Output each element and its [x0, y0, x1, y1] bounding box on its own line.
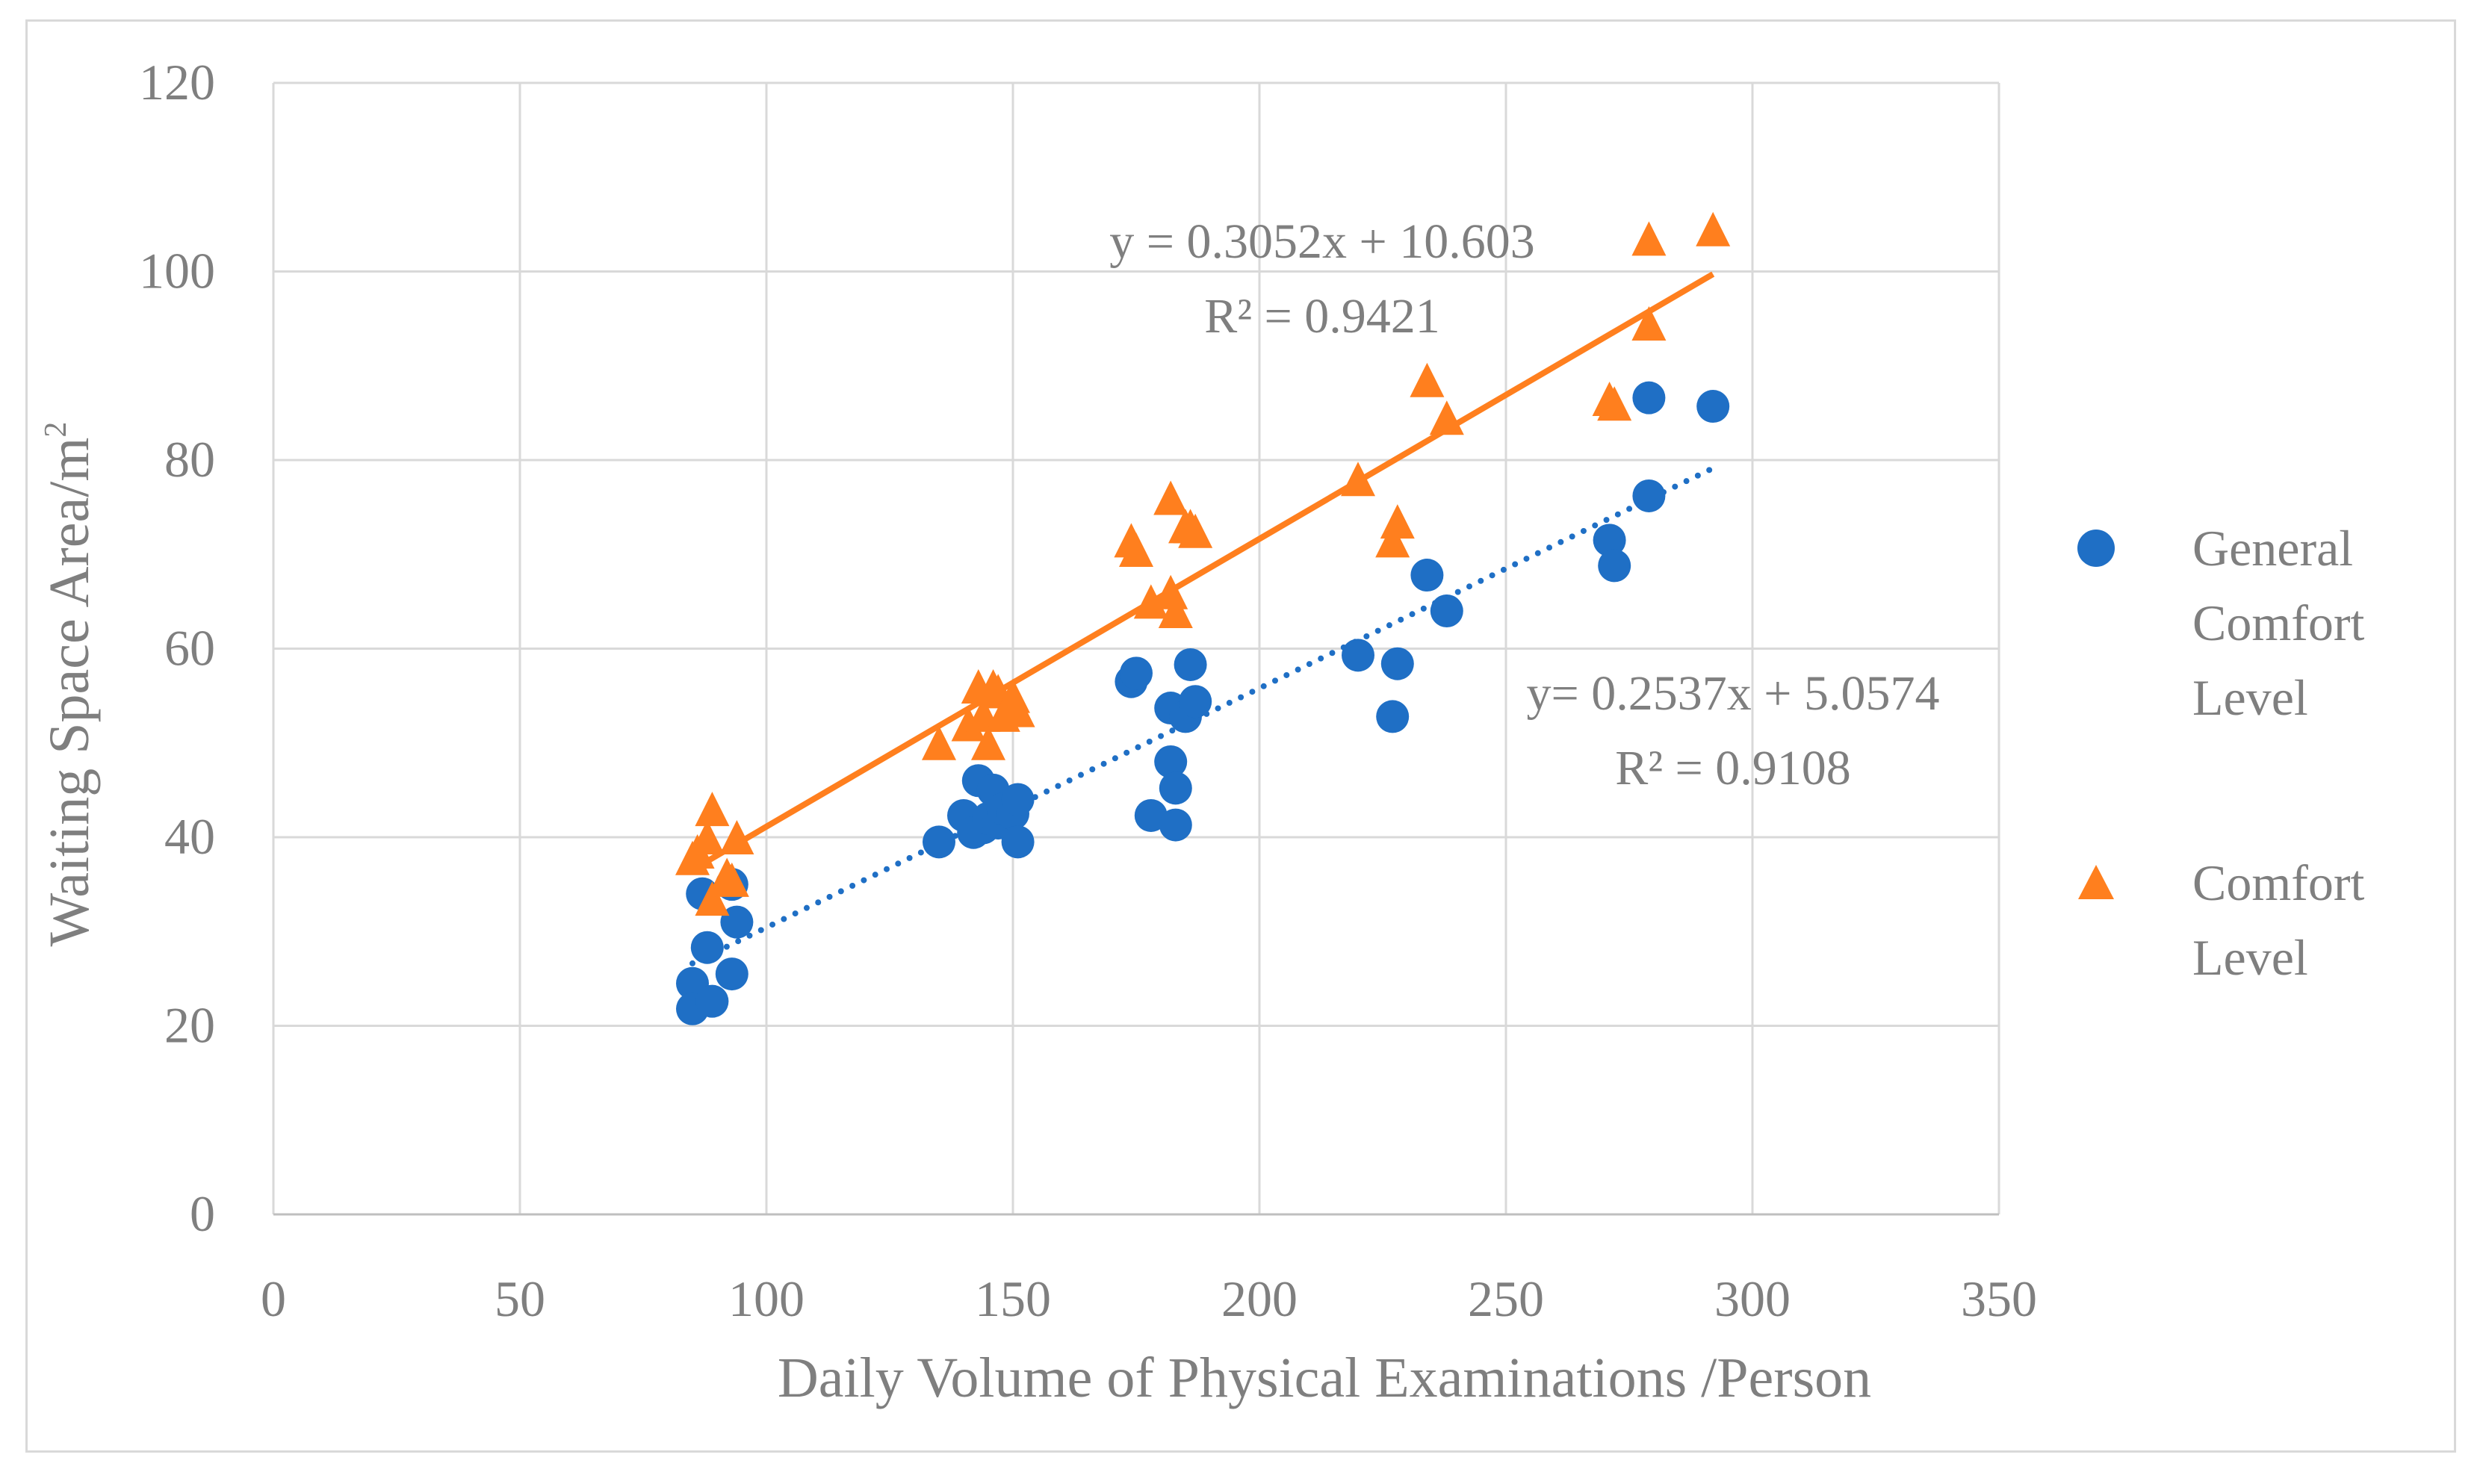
comfort-point [1341, 462, 1375, 497]
comfort-point [719, 820, 754, 854]
x-tick-label: 150 [975, 1270, 1051, 1327]
y-tick-label: 80 [164, 431, 215, 488]
general-comfort-point [1410, 559, 1444, 592]
comfort-point [971, 725, 1005, 760]
general-comfort-point [1380, 647, 1414, 680]
general-comfort-point [695, 984, 729, 1018]
general-comfort-point [1179, 685, 1212, 718]
comfort-point [1696, 211, 1731, 246]
comfort-point [1375, 523, 1410, 558]
general-comfort-point [1120, 656, 1153, 690]
comfort-point [1429, 400, 1464, 435]
comfort-point [1631, 221, 1667, 256]
x-tick-label: 300 [1714, 1270, 1791, 1327]
general-trend-r2: R² = 0.9108 [1615, 741, 1851, 795]
comfort-point [1119, 532, 1153, 567]
y-tick-label: 0 [190, 1185, 215, 1242]
y-axis-title-group: Waiting Space Area/m2 [38, 422, 101, 947]
general-comfort-point [1001, 783, 1035, 816]
trendlines [689, 271, 1717, 966]
data-points [675, 211, 1731, 1025]
legend-general-marker [2077, 530, 2115, 567]
comfort-point [1153, 480, 1188, 515]
comfort-point [1153, 574, 1188, 609]
general-comfort-point [1376, 700, 1410, 733]
comfort-point [951, 707, 986, 742]
y-axis-title-superscript: 2 [39, 422, 73, 438]
general-comfort-point [1174, 648, 1207, 681]
x-tick-label: 350 [1961, 1270, 2037, 1327]
general-comfort-point [1632, 479, 1666, 512]
comfort-point [1597, 386, 1632, 421]
comfort-point [695, 792, 730, 827]
gridlines [272, 81, 2000, 1214]
x-tick-label: 100 [728, 1270, 805, 1327]
comfort-point [1133, 584, 1168, 619]
comfort-point [1410, 362, 1445, 397]
y-tick-label: 100 [139, 243, 215, 299]
trendline-comfort [695, 271, 1715, 870]
y-axis-title: Waiting Space Area/m2 [38, 422, 101, 947]
y-tick-label: 60 [164, 620, 215, 677]
general-comfort-point [1430, 594, 1463, 627]
x-axis-title: Daily Volume of Physical Examinations /P… [778, 1347, 1871, 1409]
general-comfort-point [1598, 549, 1631, 583]
x-tick-label: 200 [1221, 1270, 1298, 1327]
general-comfort-point [690, 931, 724, 964]
legend: General Comfort Level Comfort Level [2077, 520, 2377, 986]
legend-general-label: General Comfort Level [2192, 520, 2377, 726]
comfort-point [1158, 594, 1193, 628]
general-comfort-point [1632, 381, 1666, 415]
comfort-point [922, 725, 956, 760]
y-tick-label: 40 [164, 808, 215, 865]
comfort-point [1178, 513, 1213, 548]
comfort-point [1631, 305, 1667, 341]
general-comfort-point [1154, 745, 1188, 778]
trendline-general-comfort [689, 465, 1717, 966]
y-tick-label: 120 [139, 54, 215, 111]
comfort-point [1380, 504, 1415, 539]
general-comfort-point [1134, 798, 1168, 832]
y-tick-label: 20 [164, 997, 215, 1054]
x-tick-label: 50 [495, 1270, 545, 1327]
legend-comfort-marker [2078, 865, 2114, 899]
general-comfort-point [720, 905, 754, 939]
general-comfort-point [1159, 772, 1192, 805]
comfort-trend-equation: y = 0.3052x + 10.603 [1109, 214, 1534, 269]
comfort-point [714, 862, 749, 897]
comfort-point [695, 881, 730, 916]
comfort-point [1000, 692, 1035, 727]
general-trend-equation: y= 0.2537x + 5.0574 [1527, 666, 1940, 721]
general-comfort-point [1159, 808, 1192, 842]
tick-labels: 0 20 40 60 80 100 120 0 50 100 150 200 250 300 350 [139, 54, 2037, 1327]
general-comfort-point [1696, 390, 1730, 423]
x-tick-label: 250 [1468, 1270, 1544, 1327]
comfort-point [689, 820, 725, 854]
comfort-trend-r2: R² = 0.9421 [1204, 289, 1440, 344]
legend-comfort-label: Comfort Level [2192, 854, 2377, 986]
general-comfort-point [923, 825, 955, 859]
general-comfort-point [1593, 524, 1626, 557]
general-comfort-point [1001, 825, 1035, 859]
general-comfort-point [715, 957, 748, 991]
general-comfort-point [1342, 639, 1374, 672]
y-axis-title-text: Waiting Space Area/m [38, 438, 101, 947]
x-tick-label: 0 [261, 1270, 286, 1327]
